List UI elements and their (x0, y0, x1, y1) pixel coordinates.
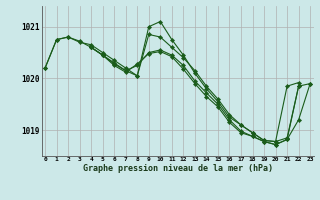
X-axis label: Graphe pression niveau de la mer (hPa): Graphe pression niveau de la mer (hPa) (83, 164, 273, 173)
